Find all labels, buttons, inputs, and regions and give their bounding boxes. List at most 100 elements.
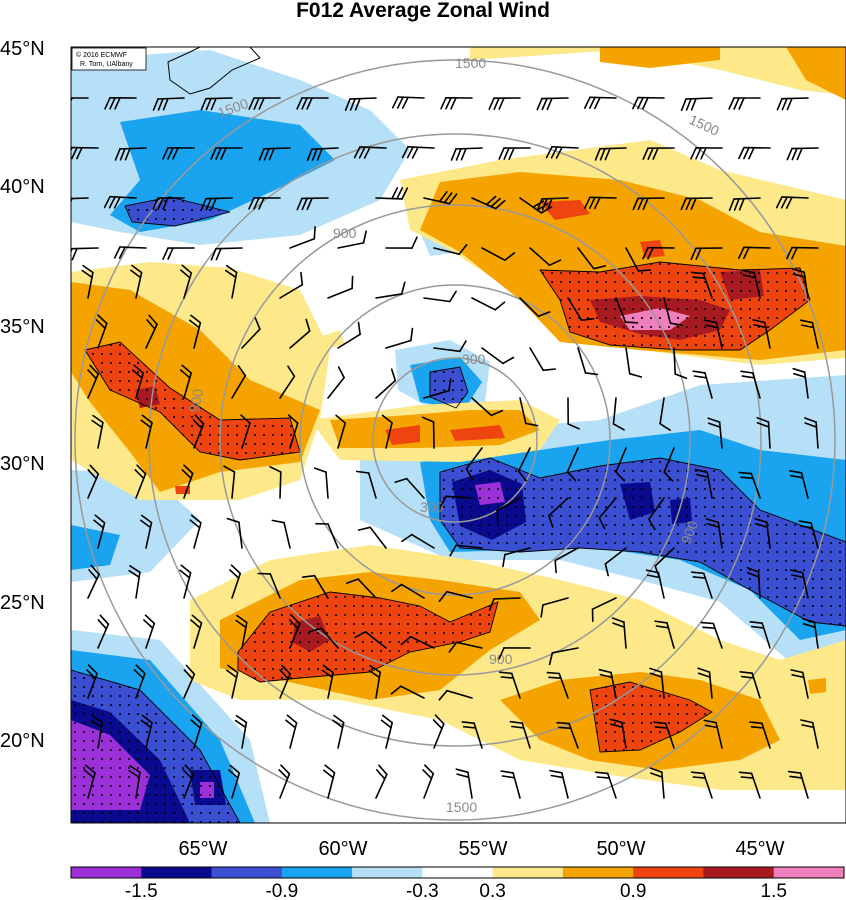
wind-barb-flag bbox=[632, 96, 639, 110]
wind-barb-flag bbox=[792, 273, 806, 279]
wind-barb-flag bbox=[509, 720, 524, 725]
lon-label-45w: 45°W bbox=[735, 838, 784, 860]
wind-barb-flag bbox=[322, 664, 335, 674]
wind-barb-flag bbox=[132, 369, 143, 379]
colorbar-label: 0.9 bbox=[620, 881, 646, 900]
wind-barb-flag bbox=[485, 195, 497, 206]
wind-barb-shaft bbox=[496, 497, 521, 512]
ring-label: 900 bbox=[186, 388, 206, 414]
wind-barb-flag bbox=[353, 146, 361, 159]
wind-barb-flag bbox=[344, 98, 351, 111]
credit-line-2: R. Torn, UAlbany bbox=[80, 61, 133, 68]
wind-barb-flag bbox=[462, 725, 477, 729]
wind-barb-flag bbox=[612, 423, 625, 431]
wind-barb-flag bbox=[490, 409, 504, 417]
wind-barb-flag bbox=[785, 196, 793, 209]
wind-barb-flag bbox=[550, 774, 564, 779]
wind-barb-flag bbox=[624, 321, 639, 324]
wind-barb-shaft bbox=[566, 447, 579, 473]
wind-barb-shaft bbox=[327, 287, 353, 299]
wind-barb-flag bbox=[134, 469, 145, 480]
wind-barb-flag bbox=[434, 714, 445, 725]
wind-barb-flag bbox=[410, 327, 414, 342]
wind-barb-flag bbox=[281, 664, 291, 675]
wind-barb-flag bbox=[190, 619, 201, 629]
wind-barb-flag bbox=[391, 583, 403, 593]
wind-barb-flag bbox=[728, 198, 735, 211]
wind-barb-flag bbox=[649, 667, 663, 673]
ring-label: 1500 bbox=[446, 799, 477, 815]
wind-barb-flag bbox=[501, 775, 516, 779]
wind-barb-flag bbox=[94, 514, 106, 524]
wind-barb-flag bbox=[610, 723, 624, 729]
wind-barb-flag bbox=[786, 97, 793, 111]
wind-barb-flag bbox=[637, 197, 644, 211]
wind-barb-flag bbox=[113, 196, 121, 209]
wind-barb-flag bbox=[306, 97, 313, 110]
wind-barb-flag bbox=[368, 669, 381, 679]
wind-barb-shaft bbox=[591, 597, 617, 611]
wind-barb-flag bbox=[738, 97, 745, 110]
range-ring-600 bbox=[299, 284, 611, 596]
wind-barb-flag bbox=[738, 146, 745, 160]
wind-barb-flag bbox=[131, 264, 143, 274]
wind-barb-flag bbox=[740, 476, 754, 480]
wind-barb-flag bbox=[498, 671, 513, 675]
wind-barb-flag bbox=[391, 96, 399, 109]
wind-barb-flag bbox=[129, 764, 141, 774]
wind-barb-flag bbox=[566, 470, 577, 482]
wind-barb-flag bbox=[546, 97, 553, 111]
wind-barb-flag bbox=[133, 364, 145, 374]
wind-barb-shaft bbox=[337, 422, 347, 449]
wind-barb-flag bbox=[119, 147, 126, 161]
wind-barb-flag bbox=[439, 495, 447, 508]
wind-barb-flag bbox=[162, 247, 169, 260]
wind-barb-flag bbox=[135, 664, 146, 675]
wind-barb-flag bbox=[351, 275, 354, 290]
wind-barb-flag bbox=[789, 775, 803, 779]
wind-barb-flag bbox=[411, 236, 418, 249]
wind-barb-flag bbox=[97, 314, 108, 325]
wind-barb-flag bbox=[517, 470, 528, 482]
wind-barb-flag bbox=[799, 319, 814, 324]
wind-barb-flag bbox=[753, 323, 767, 329]
wind-barb-flag bbox=[690, 571, 705, 575]
ring-label: 1500 bbox=[455, 55, 486, 71]
wind-barb-flag bbox=[583, 196, 591, 209]
wind-barb-flag bbox=[650, 772, 664, 778]
wind-barb-flag bbox=[324, 764, 336, 774]
wind-barb-flag bbox=[738, 771, 753, 775]
wind-barb-flag bbox=[648, 518, 656, 531]
wind-barb-flag bbox=[756, 421, 770, 428]
wind-barb-flag bbox=[546, 671, 561, 675]
wind-barb-shaft bbox=[71, 247, 99, 250]
wind-barb-flag bbox=[322, 769, 335, 779]
lat-label-35n: 35°N bbox=[0, 316, 45, 338]
wind-barb-flag bbox=[254, 317, 261, 330]
wind-barb-flag bbox=[524, 422, 539, 427]
wind-barb-flag bbox=[390, 368, 397, 382]
wind-barb-flag bbox=[707, 417, 721, 423]
wind-barb-flag bbox=[494, 301, 506, 311]
wind-barb-shaft bbox=[781, 97, 809, 100]
wind-barb-flag bbox=[743, 146, 750, 160]
wind-barb-flag bbox=[692, 276, 706, 280]
wind-barb-flag bbox=[786, 246, 793, 260]
wind-barb-flag bbox=[791, 246, 798, 260]
wind-barb-flag bbox=[455, 768, 469, 774]
wind-barb-flag bbox=[167, 247, 174, 260]
wind-barb-flag bbox=[776, 97, 783, 111]
wind-barb-flag bbox=[593, 96, 601, 110]
wind-barb-flag bbox=[690, 97, 697, 111]
wind-barb-shaft bbox=[410, 533, 435, 549]
wind-barb-flag bbox=[58, 199, 63, 210]
wind-barb-flag bbox=[692, 370, 706, 374]
wind-barb-flag bbox=[443, 192, 453, 204]
wind-barb-flag bbox=[114, 97, 121, 110]
wind-barb-flag bbox=[345, 578, 359, 584]
wind-barb-flag bbox=[287, 414, 299, 425]
wind-barb-flag bbox=[225, 269, 237, 279]
wind-barb-flag bbox=[488, 97, 495, 110]
wind-barb-flag bbox=[588, 196, 596, 209]
wind-barb-flag bbox=[494, 199, 506, 210]
